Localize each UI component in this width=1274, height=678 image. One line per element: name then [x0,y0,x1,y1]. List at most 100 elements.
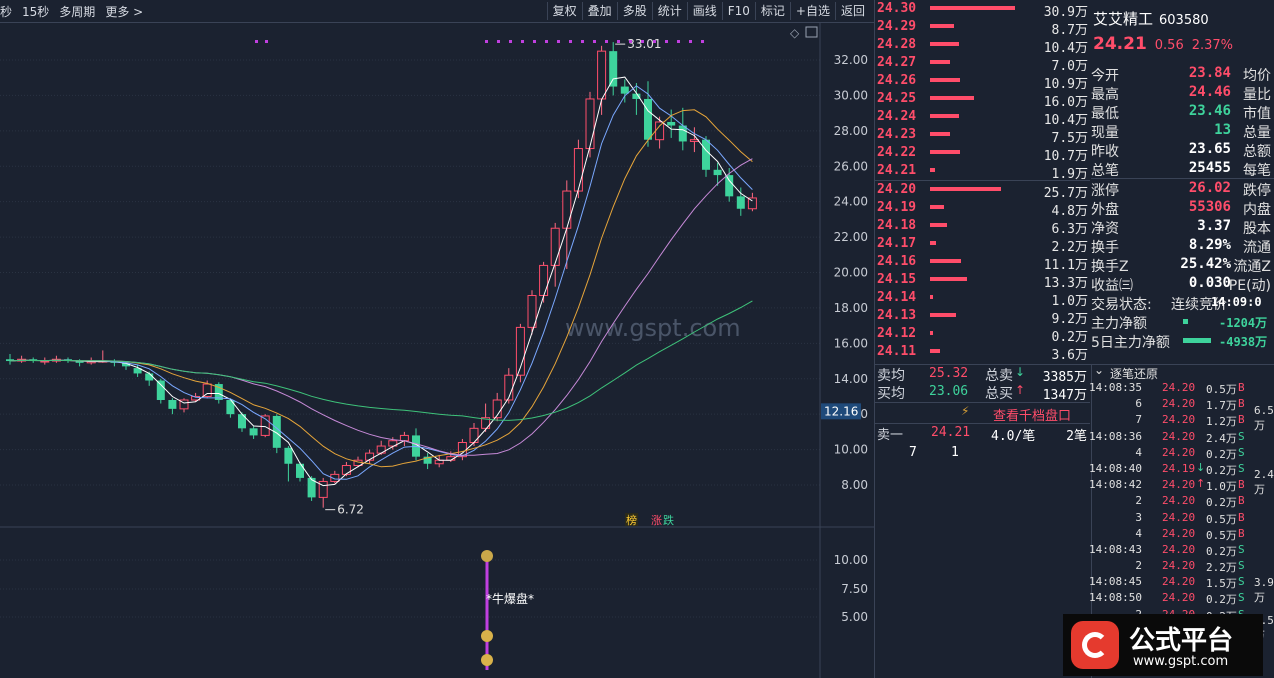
window-icon[interactable] [805,26,818,38]
ask-row[interactable]: 24.23 7.5万 [875,126,1090,146]
mainflow-row: 主力净额 -1204万 [1091,312,1274,332]
bid-row[interactable]: 24.19 4.8万 [875,199,1090,219]
candle-body[interactable] [655,121,665,141]
tool-button-1[interactable]: 叠加 [581,2,617,20]
candle-body[interactable] [597,50,607,100]
candle-body[interactable] [632,93,641,99]
candle-body[interactable] [434,459,444,465]
tool-button-7[interactable]: +自选 [789,2,835,20]
ask-row[interactable]: 24.28 10.4万 [875,36,1090,56]
tool-button-0[interactable]: 复权 [546,2,582,20]
kline-chart-panel[interactable]: 秒 15秒 多周期 更多 > 复权 叠加 多股 统计 画线 F10 标记 +自选 返回 32.00 30… [0,0,874,678]
ask-row[interactable]: 24.21 1.9万 [875,162,1090,182]
tick-list[interactable]: ⌄ 逐笔还原 14:08:35 24.20 0.5万 B 6 24.20 1.7万 B 7 24.20… [1089,363,1274,678]
candle-body[interactable] [214,384,223,400]
candle-body[interactable] [747,197,757,210]
tool-button-8[interactable]: 返回 [834,2,870,20]
candle-body[interactable] [365,452,375,461]
candle-body[interactable] [609,51,618,87]
candle-body[interactable] [585,98,595,150]
bid-row[interactable]: 24.18 6.3万 [875,217,1090,237]
candle-body[interactable] [539,264,549,297]
tool-button-2[interactable]: 多股 [616,2,652,20]
candle-body[interactable] [6,359,14,362]
candle-body[interactable] [330,473,340,482]
period-selector[interactable]: 秒 15秒 多周期 更多 > [0,3,153,20]
candle-body[interactable] [179,399,189,410]
candle-body[interactable] [296,463,304,478]
bid-row[interactable]: 24.15 13.3万 [875,271,1090,291]
candle-body[interactable] [40,360,50,363]
candle-body[interactable] [122,362,130,367]
candle-body[interactable] [318,480,328,498]
candle-body[interactable] [260,415,270,436]
candle-body[interactable] [272,415,281,448]
ask-price: 24.30 [877,1,917,16]
tool-button-4[interactable]: 画线 [686,2,722,20]
candle-body[interactable] [202,383,212,397]
bid-row[interactable]: 24.14 1.0万 [875,289,1090,309]
diamond-icon[interactable]: ◇ [790,26,800,40]
candle-body[interactable] [481,417,491,429]
bid-row[interactable]: 24.20 25.7万 [875,181,1090,201]
depth-link[interactable]: 查看千档盘口 [993,409,1072,424]
period-item-0[interactable]: 秒 [0,5,13,19]
candle-body[interactable] [702,139,710,170]
tool-button-5[interactable]: F10 [721,2,755,20]
rank-badge[interactable]: 榜 [626,513,637,527]
candle-body[interactable] [168,400,177,409]
candle-body[interactable] [423,456,432,464]
ask-row[interactable]: 24.25 16.0万 [875,90,1090,110]
limit-badge-up[interactable]: 涨 [651,514,662,527]
candle-body[interactable] [156,380,165,400]
candle-body[interactable] [75,361,84,363]
candle-body[interactable] [399,434,409,442]
bid-row[interactable]: 24.12 0.2万 [875,325,1090,345]
tick-list-header[interactable]: ⌄ 逐笔还原 [1092,363,1274,381]
candle-body[interactable] [644,98,652,140]
candle-body[interactable] [226,400,235,415]
candlestick-chart[interactable]: 32.00 30.00 28.00 26.00 24.00 22.00 20.00 18.00… [0,0,874,678]
period-item-2[interactable]: 多周期 [59,5,96,19]
signal-dot [265,40,268,43]
candle-body[interactable] [678,125,687,142]
bid-row[interactable]: 24.16 11.1万 [875,253,1090,273]
tool-button-3[interactable]: 统计 [651,2,687,20]
candle-body[interactable] [667,121,676,126]
collapse-icon[interactable]: ⌄ [1094,363,1105,377]
candle-body[interactable] [145,373,154,381]
candle-body[interactable] [713,169,722,176]
bid-row[interactable]: 24.11 3.6万 [875,343,1090,363]
candle-body[interactable] [191,395,201,401]
candle-body[interactable] [133,368,142,374]
ask-row[interactable]: 24.24 10.4万 [875,108,1090,128]
bid-row[interactable]: 24.17 2.2万 [875,235,1090,255]
candle-body[interactable] [736,196,745,209]
candle-body[interactable] [249,428,258,436]
period-item-3[interactable]: 更多 > [105,5,144,19]
candle-body[interactable] [550,227,560,266]
limit-badge-down[interactable]: 跌 [663,513,674,527]
candle-body[interactable] [284,447,293,464]
ask-row[interactable]: 24.22 10.7万 [875,144,1090,164]
candle-body[interactable] [238,414,246,429]
candle-body[interactable] [562,190,572,229]
candle-body[interactable] [620,86,629,94]
candle-body[interactable] [573,148,583,192]
ask-row[interactable]: 24.29 8.7万 [875,18,1090,38]
ask-row[interactable]: 24.30 30.9万 [875,0,1090,20]
period-item-1[interactable]: 15秒 [22,5,50,19]
bid-row[interactable]: 24.13 9.2万 [875,307,1090,327]
candle-body[interactable] [341,465,351,475]
bid-price: 24.12 [877,326,917,341]
candle-body[interactable] [527,295,537,328]
candle-body[interactable] [307,477,316,498]
ask-row[interactable]: 24.26 10.9万 [875,72,1090,92]
depth-link-row[interactable]: ⚡ 查看千档盘口 [875,402,1090,424]
tool-button-6[interactable]: 标记 [754,2,790,20]
candle-body[interactable] [515,326,525,376]
candle-body[interactable] [469,427,479,444]
chart-tool-buttons[interactable]: 复权 叠加 多股 统计 画线 F10 标记 +自选 返回 [546,2,870,20]
candle-body[interactable] [725,175,734,197]
ask-row[interactable]: 24.27 7.0万 [875,54,1090,74]
